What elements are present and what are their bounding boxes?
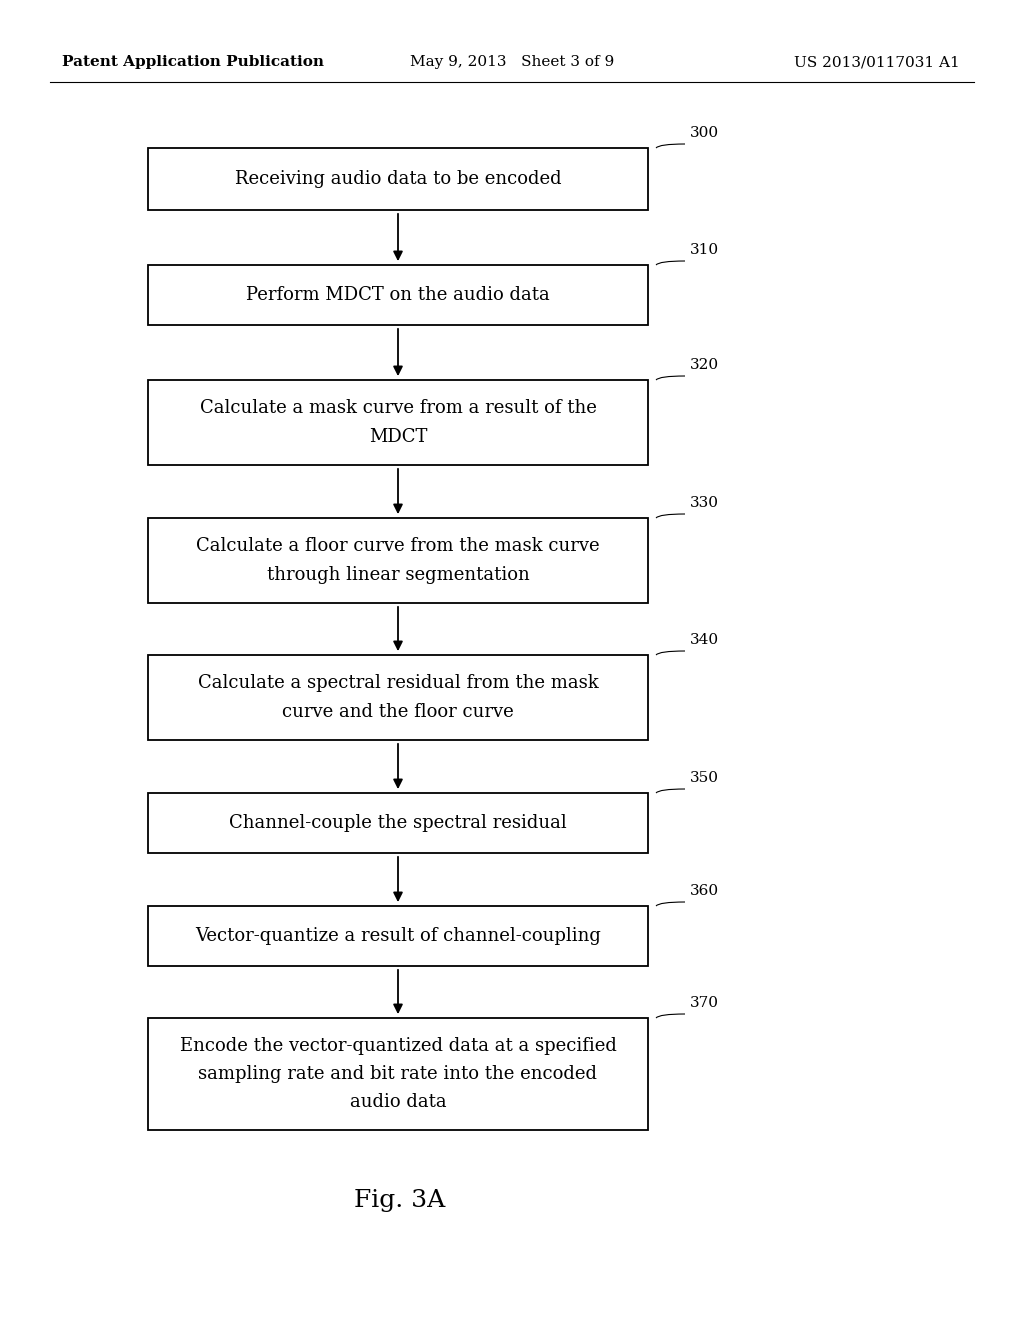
Bar — [148, 906, 648, 966]
Text: Calculate a spectral residual from the mask: Calculate a spectral residual from the m… — [198, 675, 598, 692]
Text: Perform MDCT on the audio data: Perform MDCT on the audio data — [246, 286, 550, 304]
Bar — [148, 1018, 648, 1130]
Bar — [148, 793, 648, 853]
Text: Channel-couple the spectral residual: Channel-couple the spectral residual — [229, 814, 567, 832]
Text: 320: 320 — [690, 358, 719, 372]
Text: audio data: audio data — [349, 1093, 446, 1111]
Bar — [148, 380, 648, 465]
Text: Calculate a floor curve from the mask curve: Calculate a floor curve from the mask cu… — [197, 537, 600, 556]
Text: May 9, 2013   Sheet 3 of 9: May 9, 2013 Sheet 3 of 9 — [410, 55, 614, 69]
Text: curve and the floor curve: curve and the floor curve — [283, 702, 514, 721]
Text: Patent Application Publication: Patent Application Publication — [62, 55, 324, 69]
Bar — [148, 148, 648, 210]
Text: MDCT: MDCT — [369, 428, 427, 446]
Text: Calculate a mask curve from a result of the: Calculate a mask curve from a result of … — [200, 400, 596, 417]
Text: US 2013/0117031 A1: US 2013/0117031 A1 — [795, 55, 961, 69]
Text: sampling rate and bit rate into the encoded: sampling rate and bit rate into the enco… — [199, 1065, 597, 1082]
Text: through linear segmentation: through linear segmentation — [266, 566, 529, 583]
Bar — [148, 265, 648, 325]
Text: 340: 340 — [690, 634, 719, 647]
Bar — [148, 517, 648, 603]
Text: Fig. 3A: Fig. 3A — [354, 1188, 445, 1212]
Text: 310: 310 — [690, 243, 719, 257]
Text: 350: 350 — [690, 771, 719, 785]
Text: Encode the vector-quantized data at a specified: Encode the vector-quantized data at a sp… — [179, 1038, 616, 1055]
Text: 370: 370 — [690, 997, 719, 1010]
Bar — [148, 655, 648, 741]
Text: 360: 360 — [690, 884, 719, 898]
Text: 300: 300 — [690, 125, 719, 140]
Text: Vector-quantize a result of channel-coupling: Vector-quantize a result of channel-coup… — [195, 927, 601, 945]
Text: Receiving audio data to be encoded: Receiving audio data to be encoded — [234, 170, 561, 187]
Text: 330: 330 — [690, 496, 719, 510]
